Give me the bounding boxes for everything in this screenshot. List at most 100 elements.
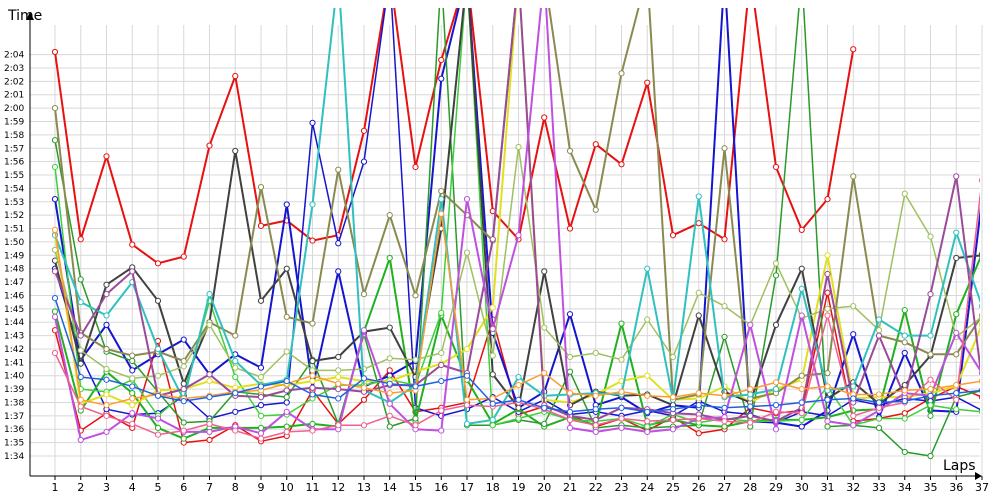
data-point — [463, 396, 471, 403]
x-tick-label: 13 — [357, 481, 371, 494]
data-point — [360, 291, 368, 298]
data-point — [798, 285, 805, 292]
data-point — [154, 392, 162, 399]
data-point — [206, 321, 213, 328]
data-point — [644, 372, 651, 379]
data-point — [257, 394, 265, 401]
data-point — [978, 370, 980, 376]
data-point — [695, 390, 702, 397]
data-point — [309, 427, 316, 434]
data-point — [489, 400, 496, 407]
data-point — [798, 416, 805, 423]
data-point — [438, 56, 445, 64]
data-point — [824, 289, 831, 296]
data-point — [412, 292, 419, 299]
data-point — [77, 236, 84, 243]
data-point — [927, 351, 934, 358]
data-point — [489, 371, 496, 378]
data-point — [850, 46, 857, 53]
data-point — [592, 416, 599, 423]
data-point — [103, 153, 110, 160]
y-tick-label: 2:04 — [4, 51, 24, 61]
data-point — [978, 314, 980, 320]
data-point — [953, 381, 960, 389]
data-point — [875, 404, 883, 411]
data-point — [77, 436, 84, 444]
data-point — [695, 312, 702, 319]
data-point — [875, 332, 883, 339]
data-point — [283, 423, 290, 430]
data-point — [824, 418, 831, 425]
data-point — [618, 161, 625, 168]
data-point — [489, 395, 496, 402]
x-tick-label: 27 — [718, 481, 732, 494]
data-point — [592, 406, 599, 413]
data-point — [232, 427, 239, 434]
data-point — [257, 412, 265, 419]
data-point — [747, 403, 754, 410]
x-tick-labels: 1 2 3 4 5 6 7 8 9 10 11 12 13 14 15 16 17 18 19 20 21 22 23 24 2… — [52, 476, 989, 494]
data-point — [669, 406, 677, 413]
y-tick-label: 2:00 — [4, 104, 24, 114]
data-point — [77, 360, 84, 367]
data-point — [335, 166, 342, 173]
x-tick-label: 26 — [692, 481, 706, 494]
x-tick-label: 15 — [409, 481, 423, 494]
data-point — [592, 392, 599, 399]
data-point — [438, 407, 445, 414]
series-line — [54, 8, 855, 265]
data-point — [154, 260, 162, 267]
data-point — [103, 345, 110, 353]
data-point — [592, 141, 599, 148]
data-point — [463, 249, 471, 256]
data-point — [515, 396, 522, 403]
x-tick-label: 29 — [769, 481, 783, 494]
x-tick-label: 14 — [383, 481, 397, 494]
data-point — [438, 196, 445, 203]
x-tick-label: 33 — [872, 481, 886, 494]
data-point — [978, 322, 980, 328]
data-point — [232, 408, 239, 415]
data-point — [103, 365, 110, 373]
data-point — [927, 233, 934, 240]
data-point — [541, 114, 548, 121]
y-tick-label: 1:46 — [4, 291, 24, 301]
data-point — [566, 147, 574, 155]
data-point — [747, 412, 754, 419]
data-point — [927, 392, 934, 399]
data-point — [129, 357, 136, 365]
data-point — [953, 390, 960, 397]
data-point — [438, 361, 445, 369]
x-tick-label: 22 — [589, 481, 603, 494]
data-point — [618, 404, 625, 411]
data-point — [412, 163, 419, 171]
data-point — [953, 351, 960, 358]
data-point — [875, 391, 883, 398]
data-point — [360, 327, 368, 334]
data-point — [824, 369, 831, 377]
data-point — [772, 408, 780, 415]
data-point — [386, 367, 393, 374]
data-point — [154, 372, 162, 379]
data-point — [103, 321, 110, 328]
data-point — [386, 390, 393, 397]
data-point — [824, 383, 831, 390]
data-point — [772, 379, 780, 386]
data-point — [412, 415, 419, 422]
data-point — [283, 399, 290, 406]
data-point — [360, 127, 368, 134]
data-point — [927, 402, 934, 409]
data-point — [669, 353, 677, 361]
x-tick-label: 31 — [821, 481, 835, 494]
data-point — [644, 408, 651, 415]
x-tick-label: 16 — [434, 481, 448, 494]
data-point — [283, 428, 290, 436]
y-tick-label: 1:34 — [4, 452, 24, 462]
data-point — [154, 297, 162, 304]
data-point — [798, 410, 805, 417]
x-tick-label: 2 — [77, 481, 84, 494]
data-point — [566, 225, 574, 232]
data-point — [566, 353, 574, 361]
data-point — [309, 119, 316, 126]
data-point — [978, 388, 980, 393]
